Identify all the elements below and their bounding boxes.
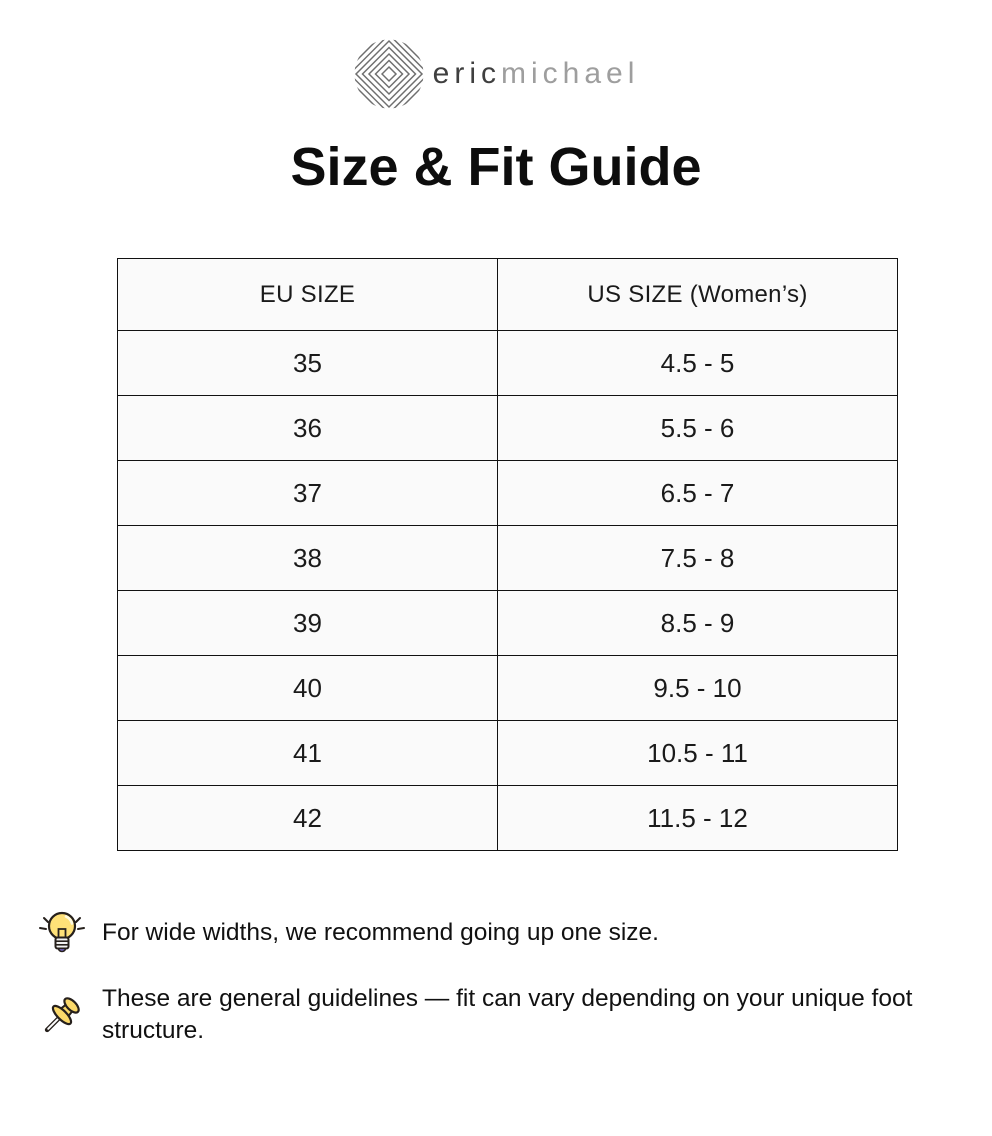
eu-size-cell: 42 [117, 785, 498, 852]
table-header-row: EU SIZE US SIZE (Women’s) [117, 258, 898, 332]
table-row: 41 10.5 - 11 [117, 720, 898, 787]
tip-wide-widths: For wide widths, we recommend going up o… [36, 907, 956, 959]
eu-size-cell: 36 [117, 395, 498, 462]
lightbulb-icon [36, 907, 88, 959]
table-row: 39 8.5 - 9 [117, 590, 898, 657]
table-row: 36 5.5 - 6 [117, 395, 898, 462]
diamond-pattern-logo-icon [353, 38, 425, 110]
size-conversion-table: EU SIZE US SIZE (Women’s) 35 4.5 - 5 36 5.5… [117, 258, 898, 852]
eu-size-header: EU SIZE [117, 258, 498, 332]
eu-size-cell: 38 [117, 525, 498, 592]
tip-text: These are general guidelines — fit can v… [102, 985, 913, 1045]
us-size-cell: 9.5 - 10 [497, 655, 898, 722]
us-size-cell: 8.5 - 9 [497, 590, 898, 657]
us-size-cell: 5.5 - 6 [497, 395, 898, 462]
us-size-cell: 10.5 - 11 [497, 720, 898, 787]
us-size-header: US SIZE (Women’s) [497, 258, 898, 332]
eu-size-cell: 40 [117, 655, 498, 722]
eu-size-cell: 35 [117, 330, 498, 397]
tip-general-guidelines: These are general guidelines — fit can v… [36, 983, 956, 1047]
brand-name-secondary: michael [500, 57, 640, 90]
us-size-cell: 4.5 - 5 [497, 330, 898, 397]
table-row: 38 7.5 - 8 [117, 525, 898, 592]
eu-size-cell: 41 [117, 720, 498, 787]
eu-size-cell: 37 [117, 460, 498, 527]
us-size-cell: 11.5 - 12 [497, 785, 898, 852]
tip-text: For wide widths, we recommend going up o… [102, 919, 659, 947]
pushpin-icon [36, 989, 88, 1041]
table-row: 37 6.5 - 7 [117, 460, 898, 527]
brand-logo: ericmichael [0, 36, 992, 112]
table-row: 42 11.5 - 12 [117, 785, 898, 852]
page-title: Size & Fit Guide [290, 137, 702, 197]
brand-wordmark: ericmichael [433, 59, 640, 89]
table-row: 35 4.5 - 5 [117, 330, 898, 397]
us-size-cell: 6.5 - 7 [497, 460, 898, 527]
us-size-cell: 7.5 - 8 [497, 525, 898, 592]
tips-section: For wide widths, we recommend going up o… [36, 907, 956, 1047]
table-row: 40 9.5 - 10 [117, 655, 898, 722]
eu-size-cell: 39 [117, 590, 498, 657]
size-table-body: 35 4.5 - 5 36 5.5 - 6 37 6.5 - 7 38 7.5 - 8 39 8.… [117, 330, 898, 852]
brand-name-primary: eric [432, 57, 501, 90]
